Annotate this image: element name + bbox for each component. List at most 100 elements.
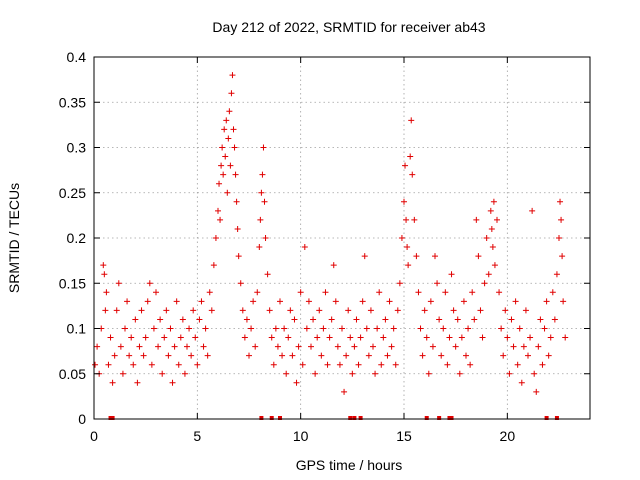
data-point-marker (150, 325, 157, 332)
data-point-marker (100, 262, 107, 269)
data-point-marker (556, 235, 562, 241)
data-point-marker (413, 253, 420, 260)
y-tick-label: 0.15 (59, 275, 86, 291)
data-point-marker (216, 180, 223, 187)
data-point-marker (376, 289, 383, 296)
data-point-marker (372, 370, 379, 377)
data-point-marker (289, 352, 296, 359)
data-point-marker (102, 307, 109, 314)
data-point-marker (181, 370, 188, 377)
x-axis-label: GPS time / hours (296, 457, 403, 473)
data-point-marker (488, 225, 495, 232)
data-point-marker (262, 235, 269, 241)
data-point-marker (268, 334, 275, 341)
data-point-marker (184, 343, 190, 350)
data-point-marker (157, 316, 164, 323)
data-point-marker (232, 171, 239, 178)
data-point-marker (293, 379, 300, 386)
data-point-marker (117, 343, 124, 350)
data-point-marker (490, 198, 497, 205)
data-point-marker (508, 316, 515, 323)
data-point-marker (310, 316, 317, 323)
data-point-marker (334, 343, 341, 350)
data-point-marker (161, 334, 168, 341)
data-point-marker (458, 334, 465, 341)
x-tick-label: 5 (193, 428, 201, 444)
data-point-marker (543, 298, 550, 305)
data-point-marker (404, 244, 411, 251)
data-point-marker (239, 307, 246, 314)
data-point-marker (204, 352, 211, 359)
data-point-marker (446, 334, 453, 341)
data-point-marker (272, 325, 279, 332)
data-point-marker (221, 126, 228, 133)
data-point-marker (529, 207, 536, 214)
data-point-marker (169, 379, 176, 386)
data-point-marker (475, 253, 482, 260)
data-point-marker (349, 370, 356, 377)
data-point-marker (144, 298, 151, 305)
data-point-marker (134, 379, 141, 386)
data-point-marker (401, 198, 407, 205)
data-point-marker (231, 144, 238, 151)
data-point-marker (336, 361, 343, 368)
data-point-marker (250, 298, 257, 305)
data-point-marker (303, 325, 310, 332)
data-point-marker (553, 271, 560, 278)
data-point-marker (510, 343, 517, 350)
data-point-marker (398, 235, 405, 241)
data-point-marker (456, 370, 463, 377)
axis-ticks: 0 0.05 0.1 0.15 0.2 0.25 0.3 0.35 0.4 0 5 10 15 20 (59, 49, 590, 444)
data-point-marker (92, 361, 99, 368)
data-point-marker (281, 325, 288, 332)
x-tick-label: 10 (293, 428, 309, 444)
data-point-marker (159, 370, 166, 377)
y-tick-label: 0 (78, 411, 86, 427)
data-point-marker (223, 117, 230, 124)
data-point-marker (227, 162, 234, 169)
data-point-marker (105, 361, 112, 368)
chart-title: Day 212 of 2022, SRMTID for receiver ab4… (212, 19, 485, 35)
data-point-marker (192, 334, 199, 341)
data-point-marker (132, 316, 139, 323)
data-point-marker (436, 316, 443, 323)
data-point-marker (194, 361, 201, 368)
data-point-marker (113, 307, 120, 314)
data-point-marker (471, 316, 478, 323)
data-point-marker (208, 307, 215, 314)
data-point-marker (547, 334, 554, 341)
data-point-marker (297, 289, 304, 296)
data-point-marker (386, 298, 393, 305)
data-point-marker (320, 325, 327, 332)
data-point-marker (440, 325, 447, 332)
data-point-marker (525, 352, 531, 359)
data-point-marker (235, 253, 242, 260)
data-point-marker (415, 289, 422, 296)
data-point-marker (351, 343, 358, 350)
data-point-marker (224, 189, 231, 196)
data-point-marker (434, 280, 441, 287)
y-axis-label: SRMTID / TECUs (6, 183, 22, 293)
data-point-marker (345, 307, 352, 314)
data-point-marker (248, 325, 255, 332)
data-point-marker (489, 244, 496, 251)
data-point-marker (357, 334, 364, 341)
data-point-marker (111, 352, 118, 359)
data-point-marker (301, 244, 308, 251)
data-point-marker (155, 343, 162, 350)
data-point-marker (384, 352, 391, 359)
data-point-marker (487, 207, 494, 214)
data-point-marker (206, 289, 213, 296)
data-point-marker (551, 316, 558, 323)
data-point-marker (261, 198, 268, 205)
data-point-marker (107, 334, 114, 341)
data-point-marker (429, 343, 436, 350)
data-point-marker (171, 343, 178, 350)
data-point-marker (136, 343, 143, 350)
data-point-marker (246, 352, 252, 359)
data-point-marker (485, 271, 492, 278)
data-point-marker (374, 325, 381, 332)
data-point-marker (448, 271, 455, 278)
data-point-marker (396, 280, 403, 287)
